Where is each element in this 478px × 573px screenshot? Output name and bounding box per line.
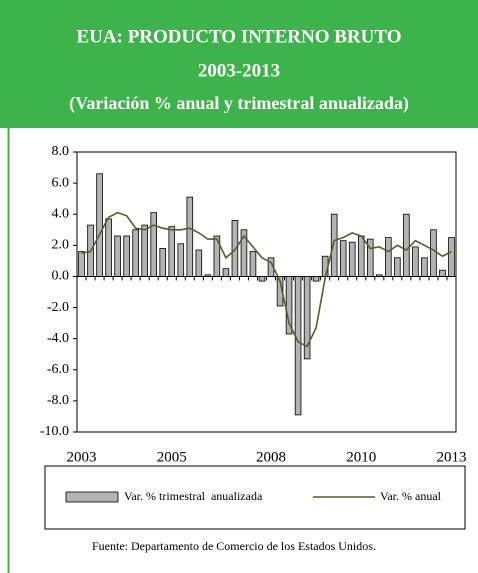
x-tick-label: 2008 bbox=[256, 449, 286, 465]
legend-swatch bbox=[65, 491, 119, 503]
legend-label: Var. % anual bbox=[380, 489, 442, 503]
x-tick-label: 2003 bbox=[67, 449, 97, 465]
bar bbox=[195, 249, 203, 277]
bar bbox=[312, 276, 320, 282]
bar bbox=[285, 276, 293, 335]
y-tick-label: 8.0 bbox=[52, 144, 70, 159]
bar bbox=[385, 237, 392, 277]
chart-subtitle: (Variación % anual y trimestral anualiza… bbox=[69, 93, 409, 114]
bar bbox=[439, 269, 446, 277]
bar bbox=[231, 220, 239, 277]
bar bbox=[222, 268, 230, 277]
y-tick-label: -10.0 bbox=[40, 424, 69, 439]
bar bbox=[412, 246, 419, 277]
y-tick-label: -8.0 bbox=[47, 393, 69, 408]
bar bbox=[177, 243, 185, 277]
source-note: Fuente: Departamento de Comercio de los … bbox=[92, 539, 376, 553]
bar bbox=[294, 276, 302, 416]
bar bbox=[376, 274, 383, 277]
bar bbox=[330, 213, 338, 277]
bar bbox=[186, 196, 194, 277]
bar bbox=[204, 274, 212, 277]
bar bbox=[132, 229, 139, 277]
chart-title: EUA: PRODUCTO INTERNO BRUTO bbox=[77, 26, 402, 47]
bar bbox=[348, 241, 356, 277]
chart-subtitle: 2003-2013 bbox=[198, 60, 280, 81]
bar bbox=[168, 226, 176, 277]
x-tick-label: 2013 bbox=[436, 449, 466, 465]
bar bbox=[78, 251, 85, 277]
bar bbox=[258, 276, 266, 282]
bar bbox=[303, 276, 311, 360]
bar bbox=[421, 257, 428, 277]
x-tick-label: 2010 bbox=[346, 449, 376, 465]
y-tick-label: 6.0 bbox=[52, 175, 70, 190]
y-tick-label: 4.0 bbox=[52, 206, 70, 221]
bar bbox=[249, 251, 257, 277]
bar bbox=[213, 235, 221, 277]
bar bbox=[150, 212, 157, 277]
bar bbox=[403, 213, 410, 277]
y-tick-label: -4.0 bbox=[47, 331, 69, 346]
y-tick-label: -2.0 bbox=[47, 300, 69, 315]
legend-box bbox=[44, 465, 466, 530]
y-tick-label: -6.0 bbox=[47, 362, 69, 377]
bar bbox=[430, 229, 437, 277]
bar bbox=[448, 237, 455, 277]
bar bbox=[366, 238, 374, 277]
bar bbox=[159, 248, 167, 277]
bar bbox=[96, 173, 103, 277]
x-tick-label: 2005 bbox=[157, 449, 187, 465]
legend-label: Var. % trimestral anualizada bbox=[124, 489, 263, 503]
bar bbox=[141, 224, 148, 277]
bar bbox=[105, 218, 112, 277]
y-tick-label: 0.0 bbox=[52, 269, 70, 284]
plot-area bbox=[76, 151, 457, 433]
bar bbox=[114, 235, 121, 277]
bar bbox=[357, 235, 365, 277]
header-background bbox=[0, 0, 478, 128]
bar bbox=[394, 257, 401, 277]
line bbox=[81, 211, 452, 348]
bar bbox=[339, 240, 347, 277]
bar bbox=[240, 229, 248, 277]
y-tick-label: 2.0 bbox=[52, 238, 70, 253]
bar bbox=[123, 235, 130, 277]
